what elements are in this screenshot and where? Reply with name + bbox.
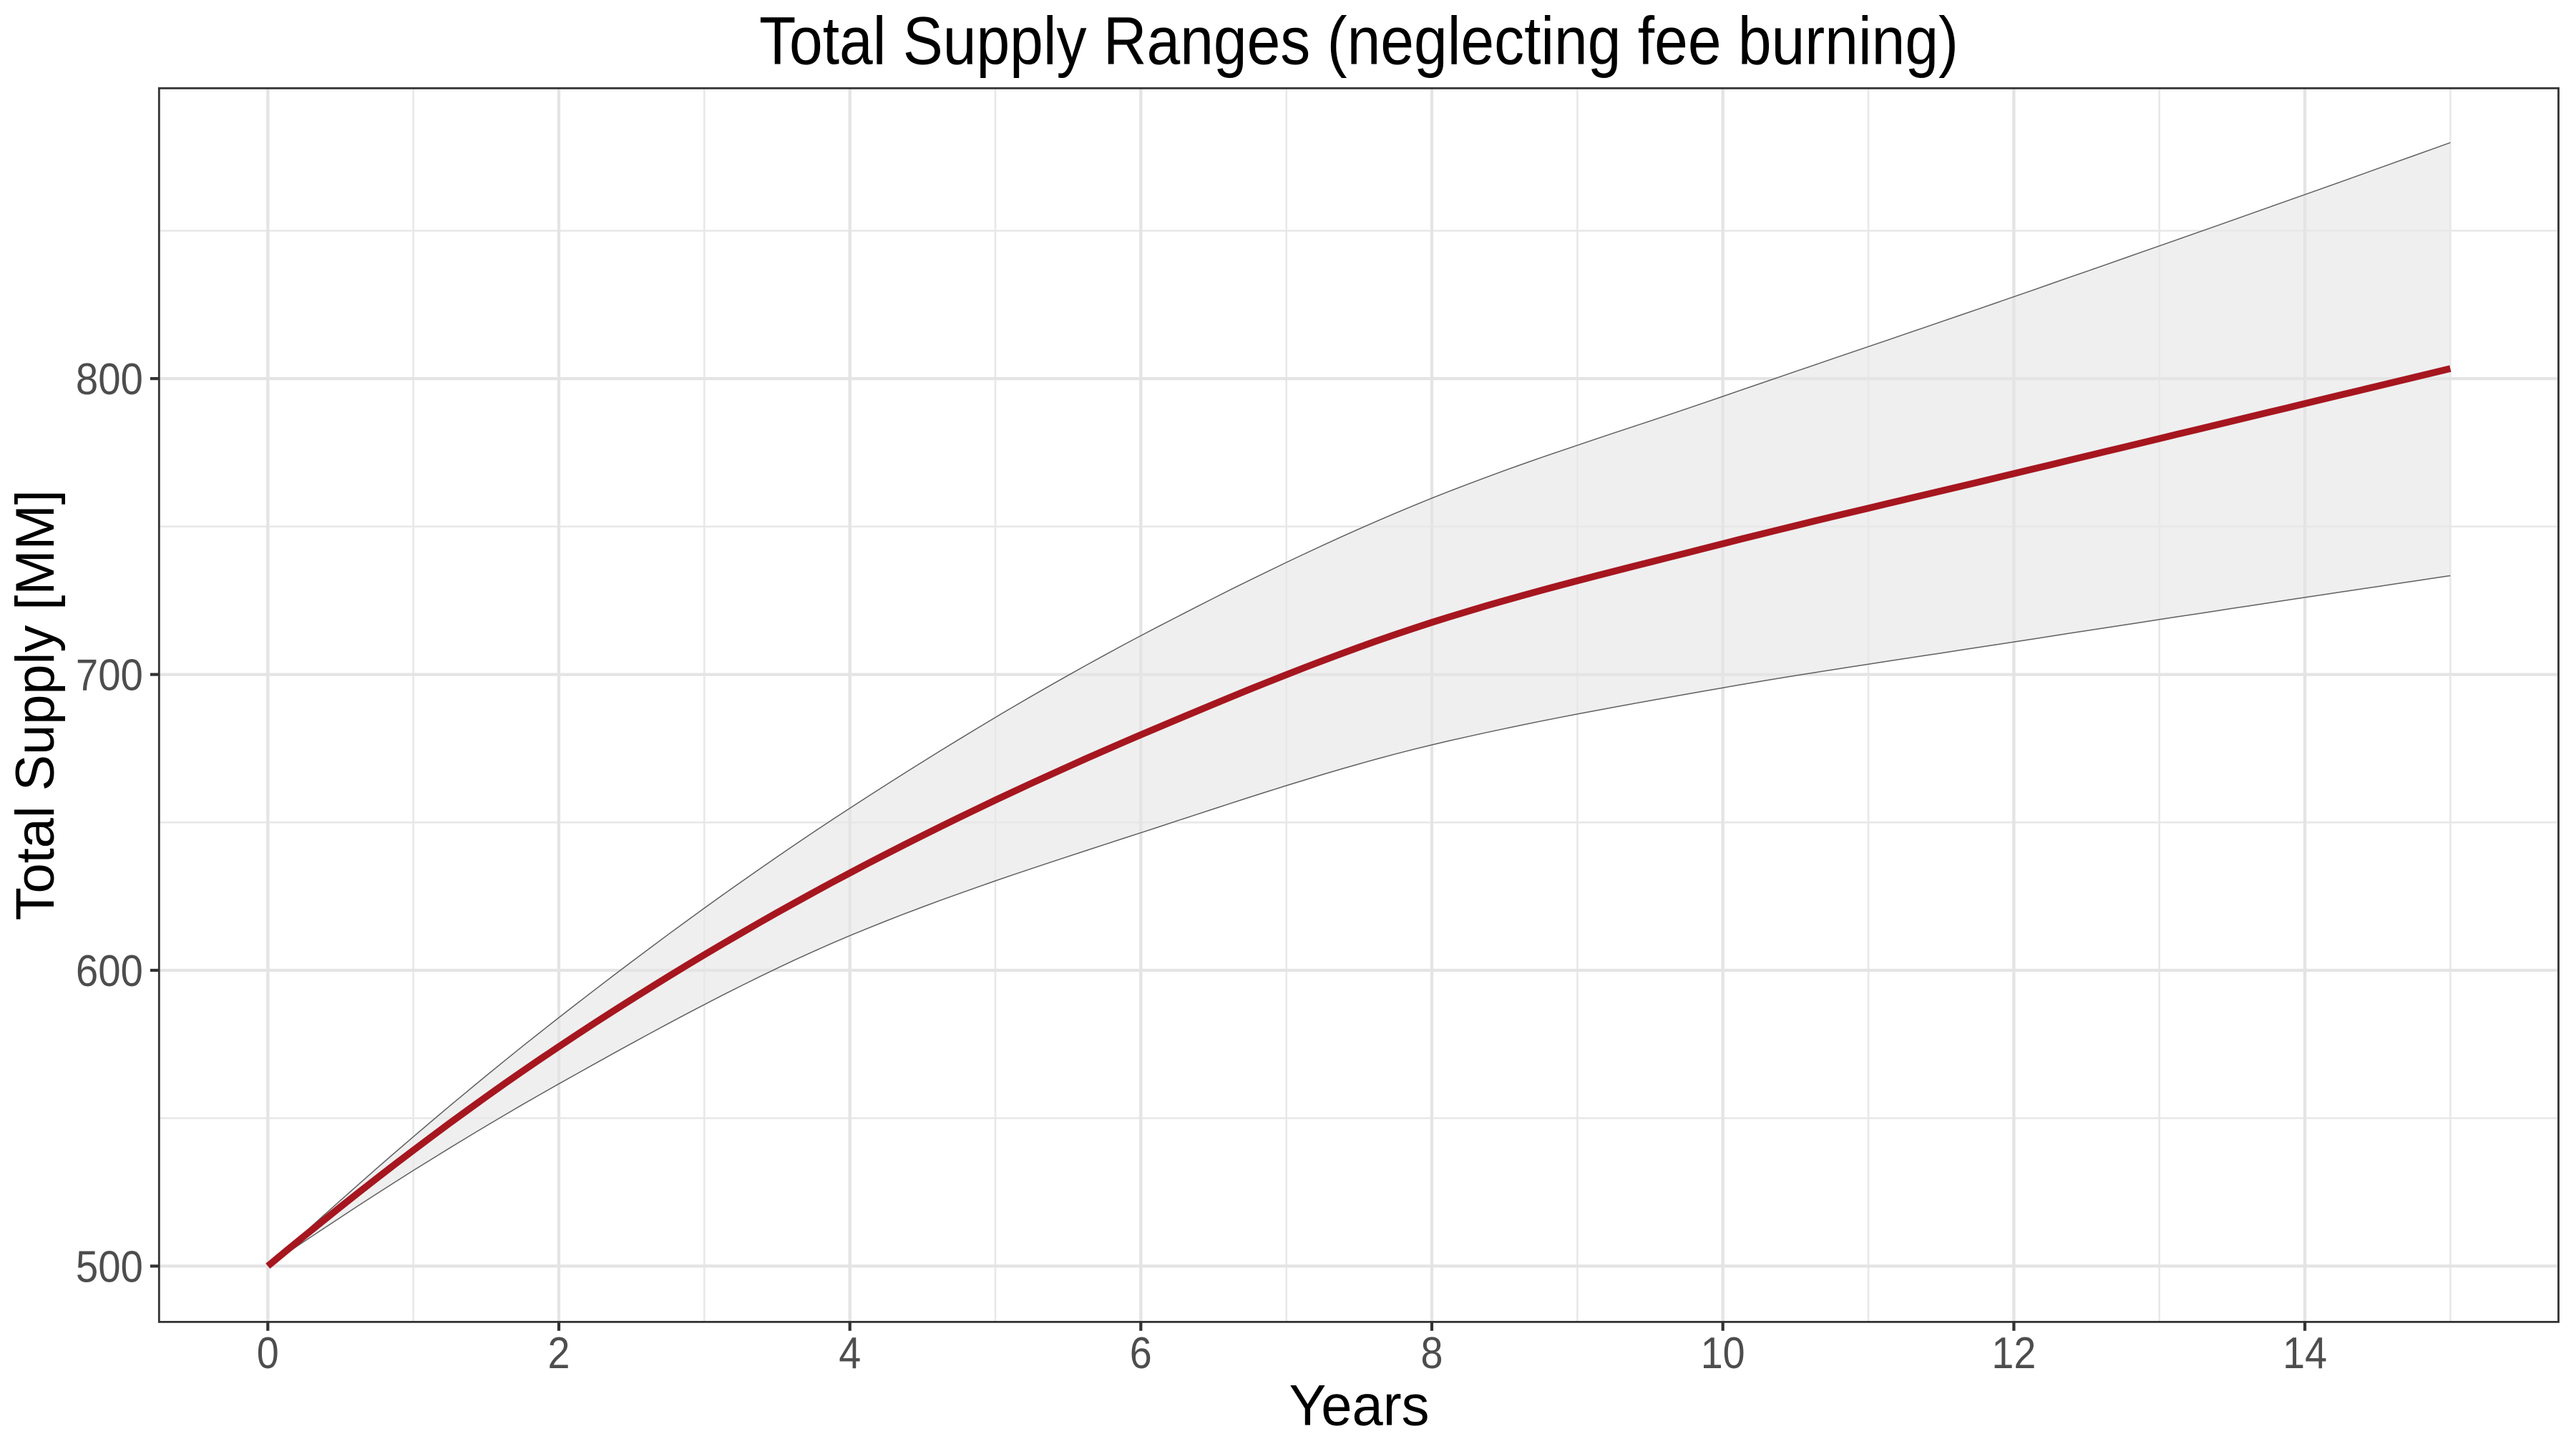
svg-text:Total Supply [MM]: Total Supply [MM] bbox=[5, 489, 66, 920]
svg-text:Years: Years bbox=[1289, 1373, 1430, 1438]
svg-text:6: 6 bbox=[1130, 1329, 1152, 1378]
svg-text:0: 0 bbox=[257, 1329, 279, 1378]
svg-text:12: 12 bbox=[1991, 1329, 2036, 1378]
svg-text:800: 800 bbox=[76, 355, 143, 404]
svg-text:8: 8 bbox=[1421, 1329, 1443, 1378]
svg-text:10: 10 bbox=[1701, 1329, 1745, 1378]
svg-text:Total Supply Ranges (neglectin: Total Supply Ranges (neglecting fee burn… bbox=[759, 4, 1958, 79]
svg-text:2: 2 bbox=[548, 1329, 570, 1378]
svg-text:600: 600 bbox=[76, 947, 143, 996]
svg-text:500: 500 bbox=[76, 1243, 143, 1292]
svg-text:4: 4 bbox=[839, 1329, 861, 1378]
svg-text:700: 700 bbox=[76, 651, 143, 701]
svg-text:14: 14 bbox=[2283, 1329, 2327, 1378]
